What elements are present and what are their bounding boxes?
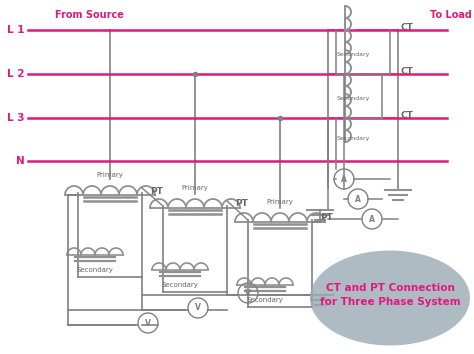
Text: To Load: To Load <box>430 10 472 20</box>
Text: A: A <box>341 175 347 183</box>
Text: Secondary: Secondary <box>246 297 283 303</box>
Text: A: A <box>355 194 361 204</box>
Text: CT: CT <box>401 68 414 76</box>
Text: V: V <box>245 289 251 297</box>
Text: Secondary: Secondary <box>337 52 370 57</box>
Text: CT: CT <box>401 23 414 33</box>
Text: From Source: From Source <box>55 10 124 20</box>
Text: A: A <box>369 215 375 223</box>
Text: CT: CT <box>401 112 414 120</box>
Text: PT: PT <box>320 213 333 223</box>
Ellipse shape <box>310 251 470 346</box>
Text: L 2: L 2 <box>8 69 25 79</box>
Text: V: V <box>195 303 201 313</box>
Text: Primary: Primary <box>97 172 123 178</box>
Text: V: V <box>145 319 151 327</box>
Text: Secondary: Secondary <box>77 267 113 273</box>
Text: Primary: Primary <box>266 199 293 205</box>
Text: Secondary: Secondary <box>337 136 370 141</box>
Text: Secondary: Secondary <box>337 96 370 101</box>
Text: PT: PT <box>150 187 163 195</box>
Text: Secondary: Secondary <box>162 282 199 288</box>
Text: L 3: L 3 <box>8 113 25 123</box>
Text: N: N <box>16 156 25 166</box>
Text: Primary: Primary <box>182 185 209 191</box>
Text: PT: PT <box>235 200 248 209</box>
Text: L 1: L 1 <box>8 25 25 35</box>
Text: CT and PT Connection
for Three Phase System: CT and PT Connection for Three Phase Sys… <box>319 283 460 307</box>
